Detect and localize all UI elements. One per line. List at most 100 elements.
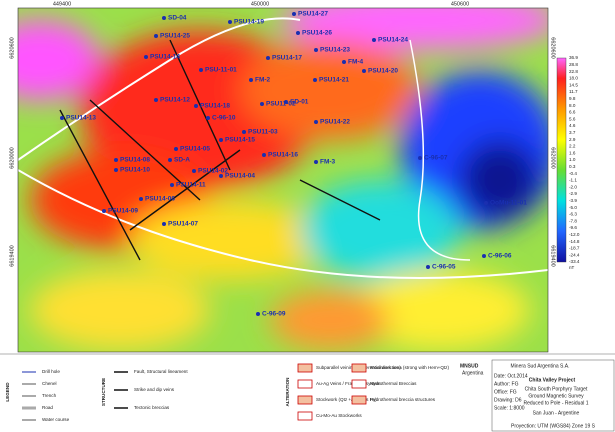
scale-unit: nT [569,265,575,270]
legend-item: Chenel [42,381,57,386]
legend-item: Drill hole [42,369,60,374]
drill-hole-label: PSU14-04 [225,173,255,180]
magnetic-map [18,8,548,352]
drill-hole-label: PSU11-03 [248,129,278,136]
drill-hole [199,68,203,72]
legend-item: Strike and dip veins [134,387,175,392]
drill-hole [262,153,266,157]
company: Minera Sud Argentina S.A. [511,363,570,369]
coord-label: 6620000 [550,147,556,168]
coord-label: 6620600 [550,37,556,58]
project-title: Chita Valley Project [529,377,576,383]
color-scale-bar [556,57,567,263]
drill-hole-label: FM-4 [348,59,364,66]
drill-hole [114,168,118,172]
drill-hole-label: PSU-11-01 [205,67,237,74]
drill-hole-label: PSU14-10 [120,167,150,174]
title-block-frame [491,359,615,432]
scale-label: 11.7 [569,89,578,94]
drill-hole [162,16,166,20]
drill-hole [102,209,106,213]
drill-hole [314,48,318,52]
drill-hole-label: PSU14-20 [368,68,398,75]
coord-label: 6619400 [550,245,556,266]
drill-hole-label: PSU14-24 [378,37,408,44]
drill-hole [342,60,346,64]
place: San Juan - Argentine [533,410,580,416]
scale-label: -2.0 [569,184,577,189]
drill-hole [418,156,422,160]
drill-hole [314,120,318,124]
scale-label: 8.0 [569,103,576,108]
drill-hole-label: PSU14-11 [176,182,206,189]
legend-section-title: STRUCTURE [101,378,106,406]
drill-hole [60,116,64,120]
scale-label: 6.6 [569,110,576,115]
drill-hole-label: PSU14-21 [319,77,349,84]
drill-hole [292,12,296,16]
drill-hole [426,265,430,269]
coord-label: 450600 [451,1,469,7]
drill-hole [139,197,143,201]
drill-hole-label: PSU14-26 [302,30,332,37]
scale-label: -3.9 [569,198,577,203]
drill-hole-label: PSU14-22 [320,119,350,126]
drill-hole-label: PSU14-07 [168,221,198,228]
drill-hole-label: PSU14-23 [320,47,350,54]
meta: Date: Oct.2014 [494,373,528,379]
meta: Office: FG [494,389,517,395]
scale-label: 22.8 [569,69,578,74]
meta: Scale: 1:8000 [494,405,525,411]
drill-hole [242,130,246,134]
scale-label: 3.7 [569,130,576,135]
scale-label: 0.3 [569,164,576,169]
legend-item: Stockwork (Qtz +/- oxides Fe) [316,397,377,402]
drill-hole-label: FM-3 [320,159,336,166]
drill-hole [249,78,253,82]
meta: Author: FG [494,381,519,387]
scale-label: -14.8 [569,239,580,244]
drill-hole-label: PSU14-08 [120,157,150,164]
scale-label: -6.3 [569,212,577,217]
scale-label: 2.9 [569,137,576,142]
scale-label: -1.1 [569,178,577,183]
scale-label: -33.4 [569,259,580,264]
legend-symbol [351,395,367,405]
drill-hole-label: PSU14-06 [145,196,175,203]
drill-hole-label: PSU14-02 [198,168,228,175]
legend-section-title: ALTERATION [285,377,290,407]
scale-label: 14.5 [569,82,578,87]
scale-label: 5.6 [569,116,576,121]
drill-hole [154,34,158,38]
drill-hole-label: FM-2 [255,77,271,84]
drill-hole-label: C-96-09 [262,311,286,318]
legend-item: Cu-Mo-Au Stockworks [316,413,362,418]
scale-label: -0.4 [569,171,577,176]
legend-item: Tectonic breccias [134,405,170,410]
scale-label: 36.9 [569,55,578,60]
scale-label: 2.2 [569,144,576,149]
meta: Drawing: D6 [494,397,522,403]
legend-section-title: LEGEND [5,382,10,402]
legend-item: Trench [42,393,57,398]
drill-hole-label: PSU14-05 [180,146,210,153]
scale-label: 4.6 [569,123,576,128]
scale-label: -24.4 [569,252,580,257]
drill-hole-label: C-96-05 [432,264,456,271]
drill-hole [228,20,232,24]
drill-hole [192,169,196,173]
drill-hole [168,158,172,162]
scale-label: 9.8 [569,96,576,101]
coord-label: 6620000 [9,147,15,168]
drill-hole [256,312,260,316]
drill-hole [154,98,158,102]
drill-hole-label: PSU14-14 [150,54,180,61]
drill-hole [219,174,223,178]
coord-label: 449400 [53,1,71,7]
scale-label: -7.8 [569,218,577,223]
coord-label: 450000 [251,1,269,7]
scale-label: -18.7 [569,246,580,251]
drill-hole-label: C-96-10 [212,115,236,122]
drill-hole-label: PSU14-19 [234,19,264,26]
drill-hole [362,69,366,73]
